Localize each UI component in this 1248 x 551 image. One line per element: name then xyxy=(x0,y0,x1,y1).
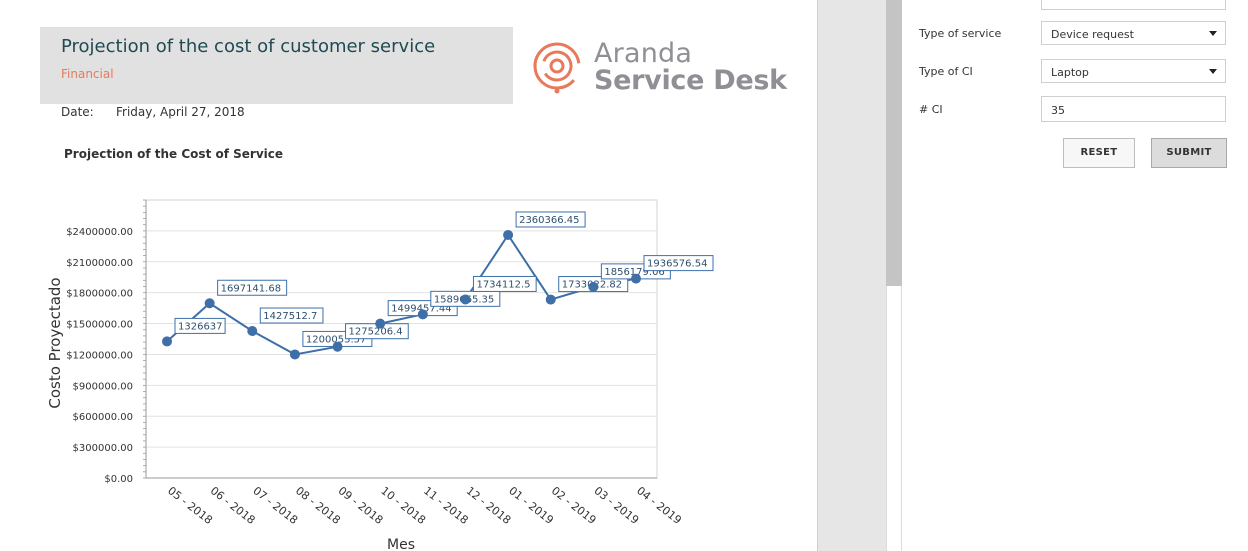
data-point xyxy=(332,341,343,352)
report-page: Projection of the cost of customer servi… xyxy=(40,0,818,551)
x-tick-label: 05 - 2018 xyxy=(165,484,215,527)
series-line xyxy=(166,233,637,356)
data-point xyxy=(631,273,641,284)
y-tick-label: $1200000.00 xyxy=(66,350,133,361)
data-label-text: 1499457.44 xyxy=(391,304,451,315)
data-label-text: 2360366.45 xyxy=(519,215,579,226)
y-tick-label: $600000.00 xyxy=(73,412,133,423)
report-subtitle: Financial xyxy=(61,67,114,81)
ci-type-select[interactable]: Laptop xyxy=(1041,59,1226,83)
x-tick-label: 01 - 2019 xyxy=(506,484,556,527)
data-label: 1697141.68 xyxy=(217,279,288,296)
logo-text-service-desk: Service Desk xyxy=(594,65,787,96)
data-point xyxy=(289,349,300,360)
data-point xyxy=(247,326,258,337)
x-tick-label: 10 - 2018 xyxy=(378,484,428,527)
x-tick-label: 03 - 2019 xyxy=(592,484,642,527)
ci-type-value: Laptop xyxy=(1051,66,1089,79)
service-type-select[interactable]: Device request xyxy=(1041,21,1226,45)
data-label-box xyxy=(515,211,586,228)
data-label-text: 1936576.54 xyxy=(647,259,707,270)
x-tick-label: 11 - 2018 xyxy=(421,484,471,527)
data-label: 1427512.7 xyxy=(259,307,324,324)
reset-button[interactable]: RESET xyxy=(1063,138,1135,168)
top-select-partial[interactable] xyxy=(1041,0,1226,10)
data-point xyxy=(204,298,215,309)
y-axis-title: Costo Proyectado xyxy=(46,277,64,408)
data-label-box xyxy=(174,317,226,334)
data-label-text: 1734112.5 xyxy=(476,279,530,290)
data-label-text: 1856179.06 xyxy=(604,267,664,278)
parameter-panel xyxy=(902,0,1248,551)
data-point xyxy=(375,318,386,329)
data-label: 1734112.5 xyxy=(472,275,537,292)
submit-button[interactable]: SUBMIT xyxy=(1151,138,1227,168)
data-point xyxy=(588,281,599,292)
data-label-text: 1697141.68 xyxy=(221,283,281,294)
data-label-text: 1427512.7 xyxy=(263,311,317,322)
y-tick-label: $1500000.00 xyxy=(66,320,133,331)
service-type-value: Device request xyxy=(1051,28,1134,41)
data-point xyxy=(162,336,172,347)
chevron-down-icon xyxy=(1209,69,1217,74)
aranda-logo-icon xyxy=(533,42,581,94)
y-tick-label: $1800000.00 xyxy=(66,289,133,300)
data-label-box xyxy=(259,307,324,324)
date-label: Date: xyxy=(61,105,94,119)
scrollbar-thumb[interactable] xyxy=(886,0,902,286)
logo-text-aranda: Aranda xyxy=(594,38,693,69)
ci-count-input[interactable]: 35 xyxy=(1041,96,1226,122)
x-tick-label: 09 - 2018 xyxy=(336,484,386,527)
y-tick-label: $0.00 xyxy=(104,474,133,485)
data-label-text: 1200053.57 xyxy=(306,334,366,345)
y-tick-label: $300000.00 xyxy=(73,443,133,454)
data-point xyxy=(503,229,514,240)
data-point xyxy=(460,294,471,305)
x-axis-title: Mes xyxy=(387,537,415,551)
data-label-text: 1326637 xyxy=(178,321,223,332)
page-gutter xyxy=(818,0,886,551)
chart-title: Projection of the Cost of Service xyxy=(64,147,284,161)
ci-count-label: # CI xyxy=(919,103,943,116)
data-label: 1936576.54 xyxy=(643,255,714,272)
report-title: Projection of the cost of customer servi… xyxy=(61,36,436,57)
y-tick-label: $2400000.00 xyxy=(66,227,133,238)
data-label-box xyxy=(472,275,537,292)
data-label-text: 1275206.4 xyxy=(349,327,403,338)
data-point xyxy=(545,294,556,305)
y-tick-label: $2100000.00 xyxy=(66,258,133,269)
data-label: 1326637 xyxy=(174,317,226,334)
report-header xyxy=(40,27,513,104)
x-tick-label: 07 - 2018 xyxy=(250,484,300,527)
x-tick-label: 06 - 2018 xyxy=(208,484,258,527)
chevron-down-icon xyxy=(1209,31,1217,36)
date-value: Friday, April 27, 2018 xyxy=(116,105,245,119)
x-tick-label: 04 - 2019 xyxy=(634,484,684,527)
data-label-box xyxy=(643,255,714,272)
x-tick-label: 12 - 2018 xyxy=(464,484,514,527)
service-type-label: Type of service xyxy=(919,27,1002,40)
cost-projection-chart: $0.00 $300000.00 $600000.00 $900000.00 $1200… xyxy=(46,199,714,551)
data-label-box xyxy=(217,279,288,296)
data-label: 2360366.45 xyxy=(515,211,586,228)
data-point xyxy=(417,309,428,320)
x-tick-label: 02 - 2019 xyxy=(549,484,599,527)
y-tick-label: $900000.00 xyxy=(73,381,133,392)
ci-type-label: Type of CI xyxy=(919,65,973,78)
x-tick-label: 08 - 2018 xyxy=(293,484,343,527)
